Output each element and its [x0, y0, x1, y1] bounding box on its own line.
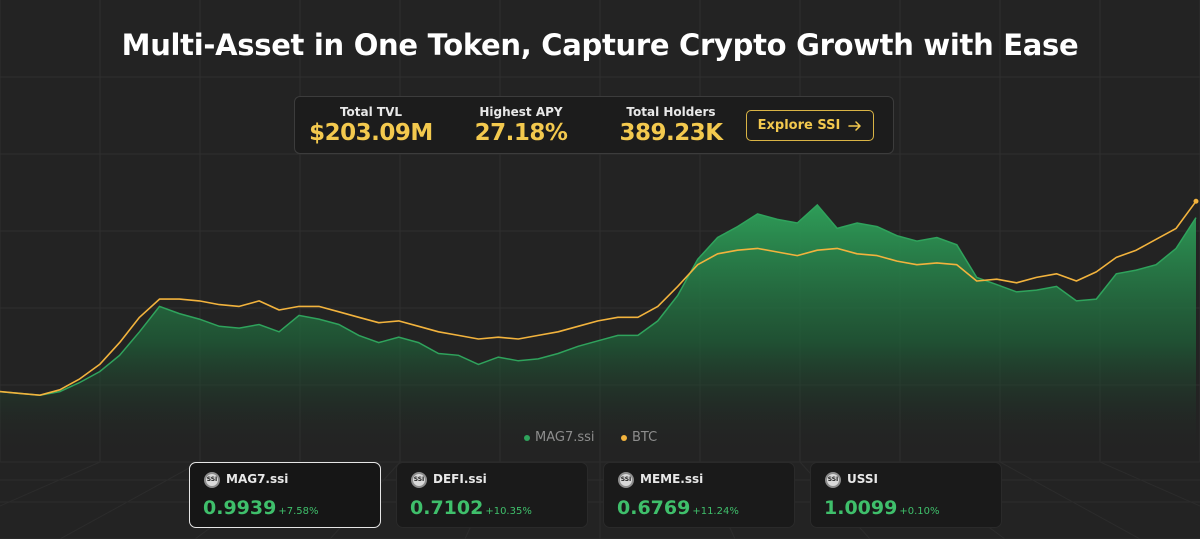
chart-legend: MAG7.ssi BTC	[520, 430, 690, 448]
legend-item-mag7[interactable]: MAG7.ssi	[524, 430, 595, 445]
stat-total-tvl: Total TVL $203.09M	[307, 105, 435, 146]
floor-perspective-line	[0, 461, 101, 507]
stats-panel: Total TVL $203.09M Highest APY 27.18% To…	[294, 96, 894, 154]
legend-dot-btc	[621, 434, 627, 441]
floor-perspective-line	[999, 461, 1141, 539]
card-value-row: 0.9939 +7.58%	[203, 497, 318, 519]
explore-ssi-button[interactable]: Explore SSI	[746, 110, 874, 141]
stat-highest-apy: Highest APY 27.18%	[471, 105, 571, 146]
series-line-mag7	[0, 203, 1197, 396]
legend-label-mag7: MAG7.ssi	[535, 430, 595, 445]
page-title: Multi-Asset in One Token, Capture Crypto…	[121, 28, 1079, 62]
chart-series	[0, 198, 1199, 455]
card-price: 0.7102	[410, 497, 484, 519]
card-change: +7.58%	[278, 506, 319, 517]
legend-dot-mag7	[524, 434, 530, 441]
ssi-logo-icon: SSI	[825, 472, 841, 488]
token-card-mag7[interactable]: SSI MAG7.ssi 0.9939 +7.58%	[189, 462, 381, 528]
card-value-row: 0.6769 +11.24%	[617, 497, 739, 519]
token-card-ussi[interactable]: SSI USSI 1.0099 +0.10%	[810, 462, 1002, 528]
legend-label-btc: BTC	[632, 430, 658, 445]
card-change: +0.10%	[899, 506, 940, 517]
token-card-meme[interactable]: SSI MEME.ssi 0.6769 +11.24%	[603, 462, 795, 528]
card-name: MEME.ssi	[640, 472, 704, 486]
stat-label-holders: Total Holders	[626, 105, 716, 119]
stat-value-tvl: $203.09M	[309, 120, 433, 146]
floor-perspective-line	[1099, 461, 1200, 507]
stat-label-apy: Highest APY	[479, 105, 563, 119]
series-end-point-btc	[1193, 198, 1199, 204]
stat-value-apy: 27.18%	[474, 120, 568, 146]
floor-perspective-line	[59, 461, 201, 539]
ssi-logo-icon: SSI	[204, 472, 220, 488]
card-name: MAG7.ssi	[226, 472, 289, 486]
explore-ssi-label: Explore SSI	[757, 118, 841, 133]
card-name: DEFI.ssi	[433, 472, 487, 486]
card-price: 0.6769	[617, 497, 691, 519]
ssi-logo-icon: SSI	[411, 472, 427, 488]
series-line-btc	[0, 200, 1197, 397]
series-area-mag7	[0, 204, 1196, 455]
card-change: +11.24%	[692, 506, 739, 517]
ssi-logo-icon: SSI	[618, 472, 634, 488]
card-price: 1.0099	[824, 497, 898, 519]
card-value-row: 0.7102 +10.35%	[410, 497, 532, 519]
arrow-right-icon	[848, 120, 862, 131]
legend-item-btc[interactable]: BTC	[621, 430, 657, 445]
card-value-row: 1.0099 +0.10%	[824, 497, 939, 519]
stat-value-holders: 389.23K	[619, 120, 723, 146]
stat-label-tvl: Total TVL	[339, 105, 403, 119]
card-change: +10.35%	[485, 506, 532, 517]
token-card-defi[interactable]: SSI DEFI.ssi 0.7102 +10.35%	[396, 462, 588, 528]
stat-total-holders: Total Holders 389.23K	[611, 105, 731, 146]
card-price: 0.9939	[203, 497, 277, 519]
card-name: USSI	[847, 472, 878, 486]
